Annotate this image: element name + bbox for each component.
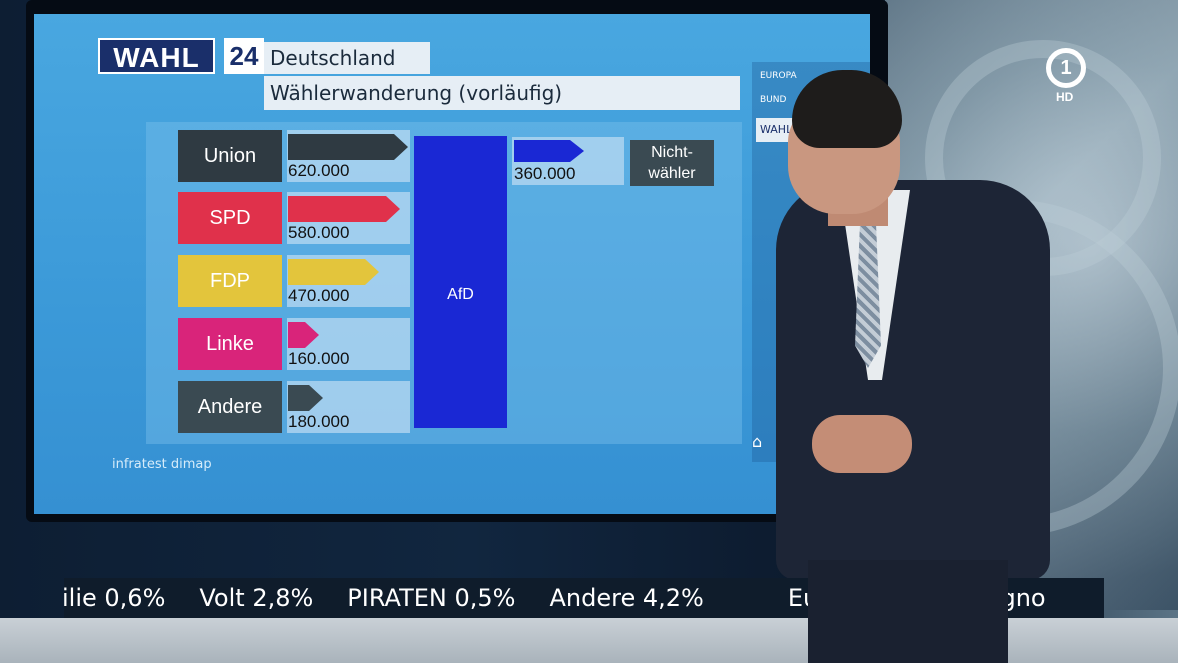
party-label-andere: Andere: [178, 381, 282, 433]
flow-value-linke: 160.000: [288, 349, 350, 368]
presenter-legs: [808, 560, 1008, 663]
target-party-label: AfD: [447, 286, 474, 303]
presenter-tie: [855, 218, 881, 368]
wahl-logo: WAHL: [98, 38, 215, 74]
flow-arrow-linke: [288, 322, 319, 348]
ticker-item: ilie 0,6%: [64, 584, 166, 612]
hd-label: HD: [1056, 90, 1074, 104]
side-menu-item-bund[interactable]: BUND: [760, 95, 787, 105]
ticker-item: PIRATEN 0,5%: [347, 584, 516, 612]
flow-value-fdp: 470.000: [288, 286, 350, 305]
graphic-subtitle: Wählerwanderung (vorläufig): [264, 76, 740, 110]
flow-arrow-andere: [288, 385, 323, 411]
video-wall-screen: WAHL 24 Deutschland Wählerwanderung (vor…: [34, 14, 870, 514]
presenter-hair: [792, 70, 902, 148]
party-label-linke: Linke: [178, 318, 282, 370]
flow-arrow-fdp: [288, 259, 379, 285]
home-icon[interactable]: ⌂: [752, 432, 763, 451]
ticker-item: Volt 2,8%: [199, 584, 314, 612]
wahl-number: 24: [224, 38, 264, 74]
presenter-suit: [776, 180, 1050, 580]
side-menu-item-europa[interactable]: EUROPA: [760, 71, 797, 81]
non-voter-flow-arrow: [514, 140, 584, 162]
non-voter-label-line: wähler: [648, 165, 696, 182]
flow-arrow-spd: [288, 196, 400, 222]
ticker-item: Andere 4,2%: [549, 584, 704, 612]
presenter-hands: [812, 415, 912, 473]
target-party-bar: AfD: [414, 136, 507, 428]
party-label-fdp: FDP: [178, 255, 282, 307]
flow-arrow-union: [288, 134, 408, 160]
non-voter-label: Nicht-wähler: [630, 140, 714, 186]
flow-value-andere: 180.000: [288, 412, 350, 431]
region-title: Deutschland: [264, 42, 430, 74]
non-voter-label-line: Nicht-: [651, 144, 693, 161]
flow-value-spd: 580.000: [288, 223, 350, 242]
party-label-union: Union: [178, 130, 282, 182]
flow-value-union: 620.000: [288, 161, 350, 180]
party-label-spd: SPD: [178, 192, 282, 244]
data-source: infratest dimap: [112, 457, 212, 472]
non-voter-value: 360.000: [514, 164, 576, 183]
ard-logo: 1: [1046, 48, 1086, 88]
